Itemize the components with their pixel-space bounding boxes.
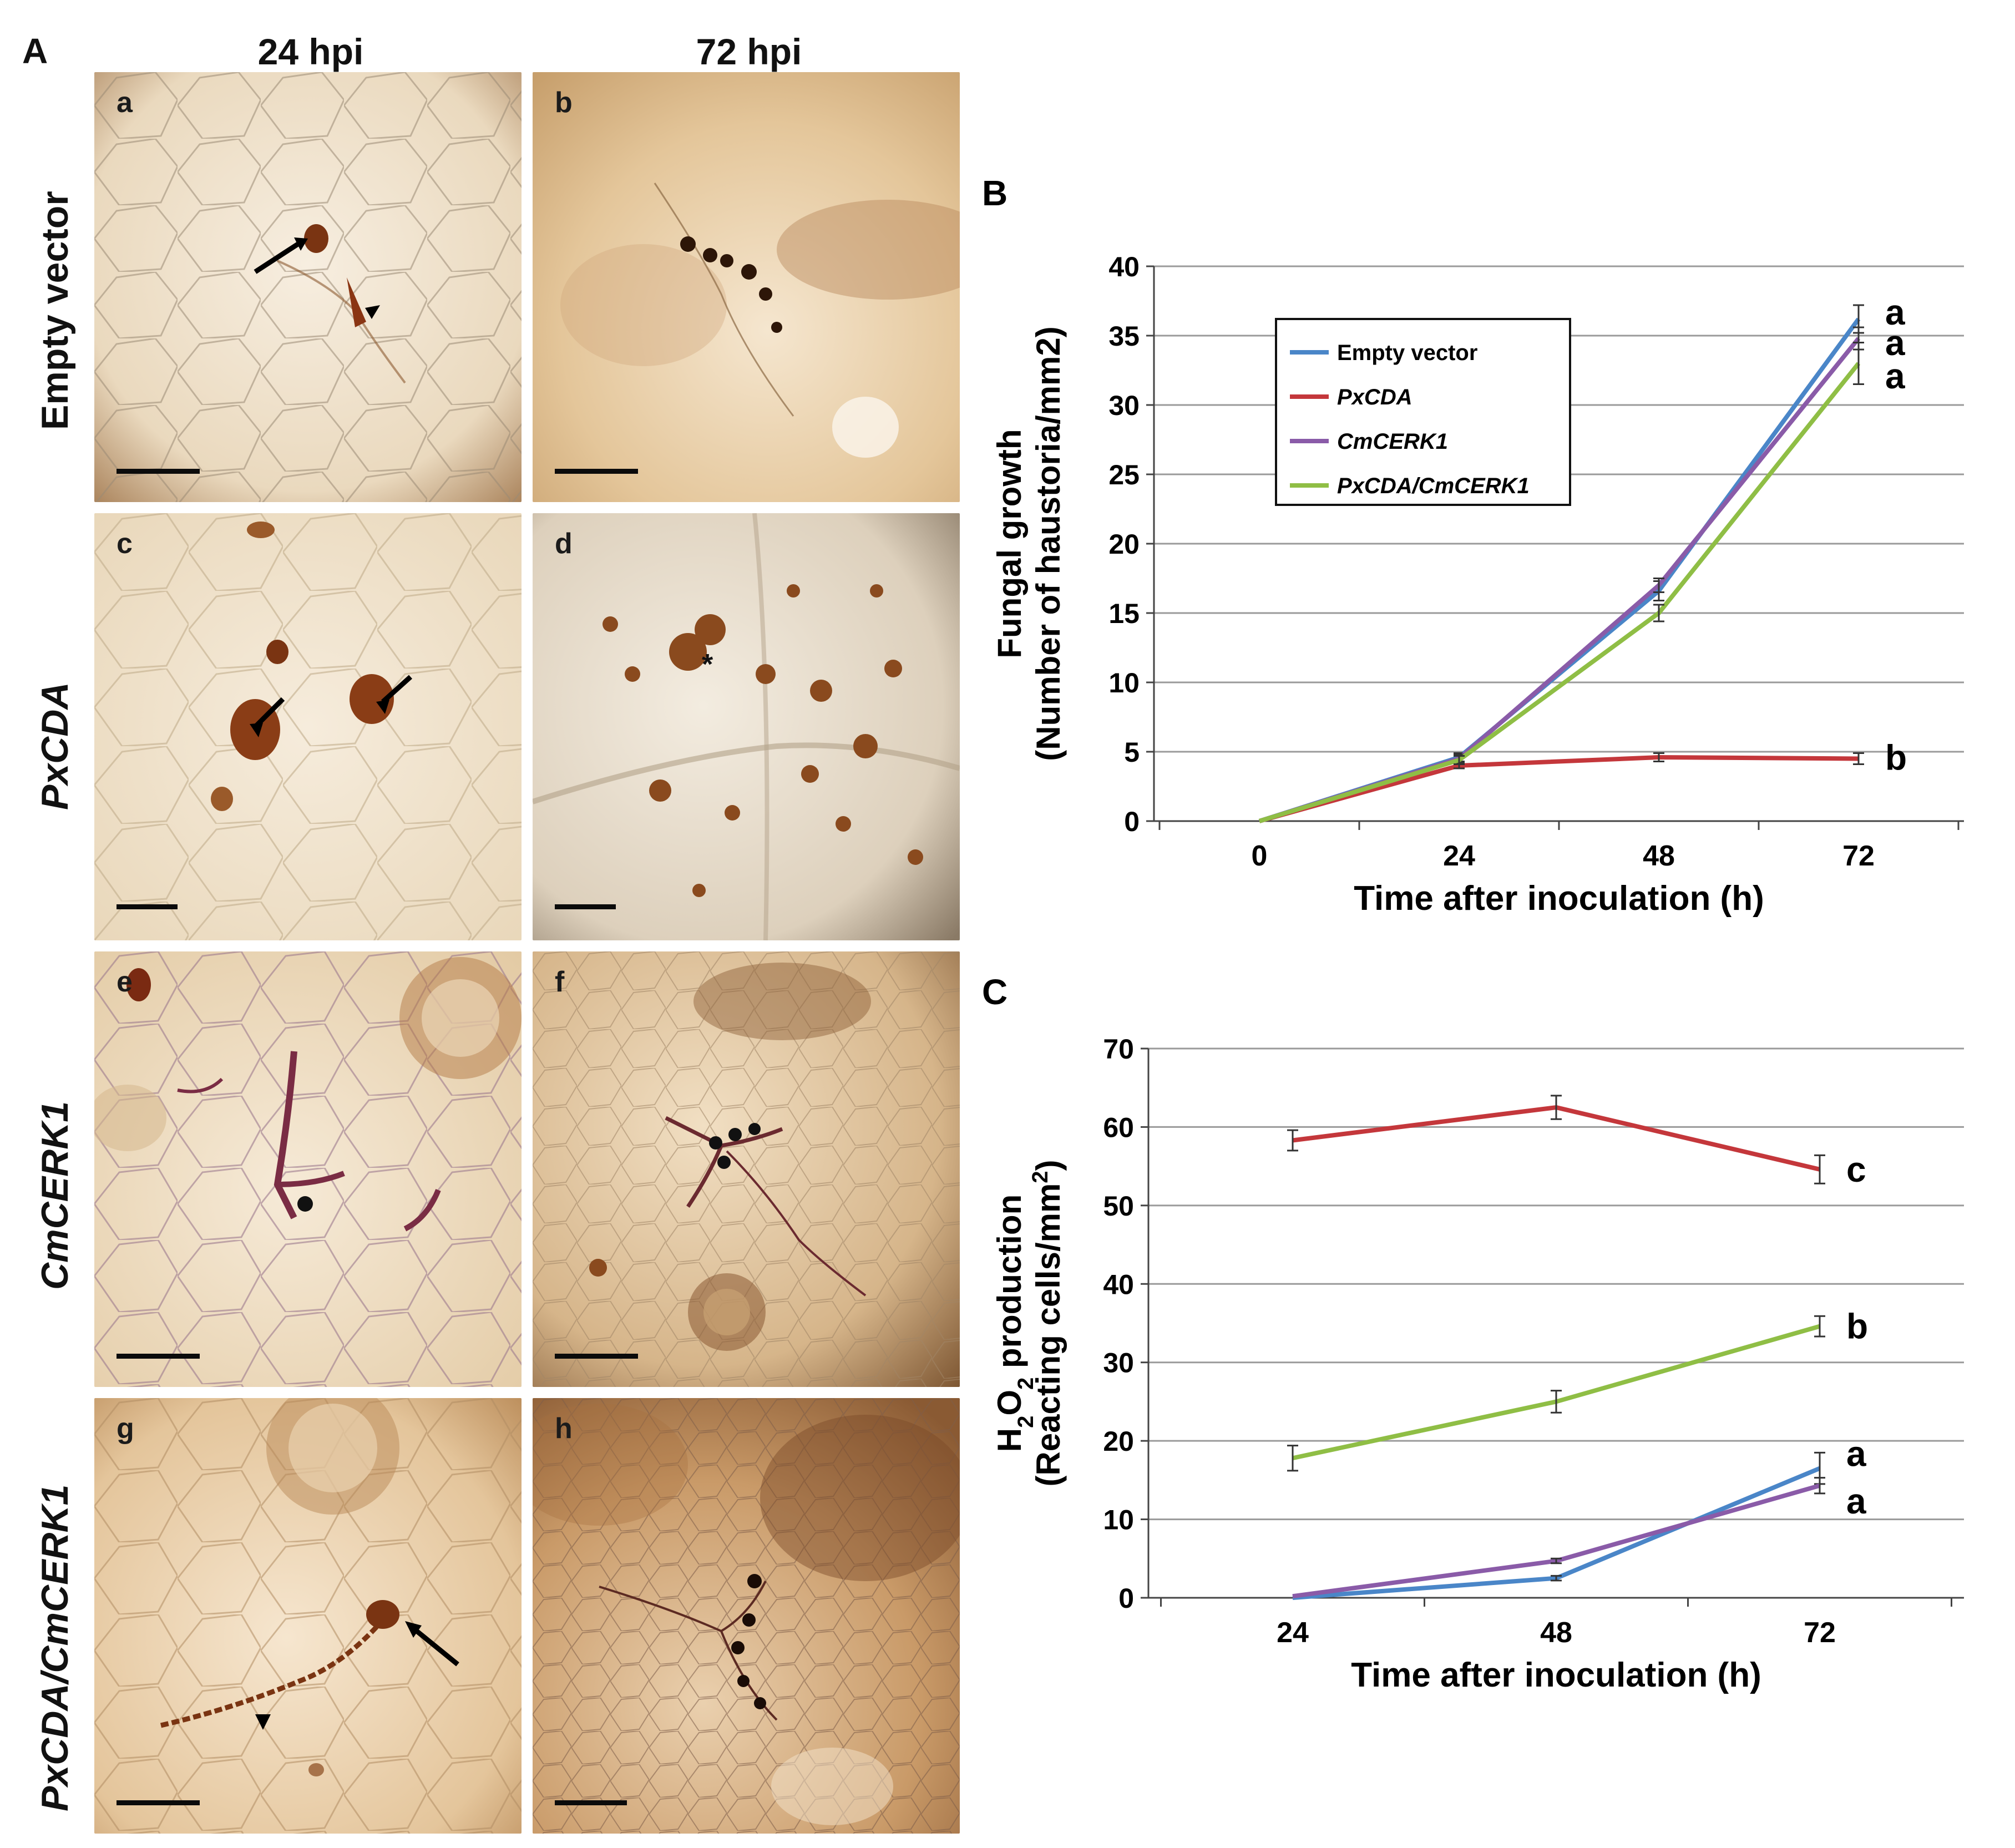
- y-tick-label: 30: [1103, 1348, 1134, 1379]
- micrograph-d-image: *: [533, 513, 960, 940]
- sub-label-h: h: [555, 1412, 573, 1445]
- micrograph-h-image: [533, 1398, 960, 1834]
- legend-entry: PxCDA: [1337, 385, 1412, 409]
- x-axis-title: Time after inoculation (h): [1354, 879, 1764, 918]
- scale-bar-a: [117, 469, 200, 474]
- series-line-pxcda: [1258, 755, 1859, 823]
- micrograph-a: a: [94, 72, 522, 502]
- y-axis-title-line1: Fungal growth: [991, 429, 1028, 658]
- micrograph-f: f: [533, 951, 960, 1387]
- y-tick-label: 25: [1108, 459, 1140, 490]
- y-tick-label: 0: [1118, 1583, 1134, 1614]
- micrograph-f-image: [533, 951, 960, 1387]
- y-tick-label: 60: [1103, 1112, 1134, 1143]
- sub-label-f: f: [555, 966, 565, 998]
- y-tick-label: 10: [1103, 1505, 1134, 1536]
- y-tick-label: 35: [1108, 321, 1140, 352]
- row-label-cmcerk1: CmCERK1: [34, 1101, 76, 1290]
- row-label-empty-vector: Empty vector: [34, 191, 76, 430]
- sub-label-d: d: [555, 528, 573, 560]
- column-header-72hpi: 72 hpi: [696, 31, 802, 72]
- scale-bar-g: [117, 1800, 200, 1805]
- x-tick-label: 72: [1804, 1617, 1836, 1649]
- significance-letter: a: [1846, 1481, 1866, 1521]
- y-axis-title-line2: (Reacting cells/mm2): [1028, 1160, 1067, 1486]
- scale-bar-h: [555, 1800, 627, 1805]
- micrograph-d: * d: [533, 513, 960, 940]
- column-header-24hpi: 24 hpi: [257, 31, 364, 72]
- significance-letter: a: [1885, 292, 1905, 332]
- x-tick-label: 0: [1252, 840, 1268, 872]
- micrograph-g: g: [94, 1398, 522, 1834]
- asterisk-marker: *: [702, 649, 713, 681]
- scale-bar-d: [555, 904, 616, 909]
- micrograph-c: c: [94, 513, 522, 940]
- scale-bar-c: [117, 904, 178, 909]
- row-label-pxcda: PxCDA: [34, 682, 76, 811]
- legend-box: [1275, 318, 1571, 506]
- y-tick-label: 15: [1108, 598, 1140, 629]
- significance-letter: b: [1885, 738, 1907, 778]
- sub-label-a: a: [117, 87, 133, 119]
- sub-label-g: g: [117, 1412, 134, 1445]
- significance-letter: b: [1846, 1307, 1868, 1346]
- y-tick-label: 40: [1103, 1269, 1134, 1300]
- legend-entry: Empty vector: [1337, 341, 1477, 365]
- y-tick-label: 50: [1103, 1191, 1134, 1222]
- sub-label-e: e: [117, 966, 133, 998]
- micrograph-b: b: [533, 72, 960, 502]
- significance-letter: c: [1846, 1150, 1866, 1189]
- y-tick-label: 70: [1103, 1034, 1134, 1065]
- scale-bar-e: [117, 1354, 200, 1359]
- y-axis-title-line2: (Number of haustoria/mm2): [1030, 326, 1067, 761]
- sub-label-b: b: [555, 87, 573, 119]
- micrograph-b-image: [533, 72, 960, 502]
- x-tick-label: 72: [1842, 840, 1875, 872]
- y-tick-label: 0: [1124, 806, 1140, 837]
- scale-bar-b: [555, 469, 638, 474]
- y-tick-label: 40: [1108, 251, 1140, 282]
- row-label-pxcda-cmcerk1: PxCDA/CmCERK1: [34, 1484, 76, 1811]
- micrograph-h: h: [533, 1398, 960, 1834]
- scale-bar-f: [555, 1354, 638, 1359]
- y-tick-label: 5: [1124, 737, 1140, 768]
- chart-b-fungal-growth: B 0 5 10 15 20 25 30 35 40 0 24 48 72 Time after inocu…: [982, 173, 1964, 918]
- significance-letter: a: [1885, 356, 1905, 396]
- panel-a-label: A: [22, 31, 48, 71]
- significance-letter: a: [1846, 1434, 1866, 1474]
- x-tick-label: 48: [1540, 1617, 1572, 1649]
- chart-c-h2o2-production: C 0 10 20 30 40 50 60 70 24 48 72 Time after inocula…: [982, 972, 1964, 1694]
- micrograph-g-image: [94, 1398, 522, 1834]
- panel-label-c: C: [982, 972, 1008, 1012]
- y-tick-label: 20: [1108, 529, 1140, 560]
- x-tick-label: 48: [1643, 840, 1675, 872]
- x-axis-title: Time after inoculation (h): [1351, 1656, 1761, 1694]
- micrograph-e-image: [94, 951, 522, 1387]
- y-axis-title-line1: H2O2 production: [991, 1194, 1038, 1452]
- micrograph-a-image: [94, 72, 522, 502]
- panel-label-b: B: [982, 173, 1008, 213]
- sub-label-c: c: [117, 528, 133, 560]
- legend-entry: CmCERK1: [1337, 429, 1448, 454]
- x-tick-label: 24: [1443, 840, 1475, 872]
- y-tick-label: 30: [1108, 390, 1140, 421]
- significance-letter: a: [1885, 323, 1905, 363]
- x-tick-label: 24: [1277, 1617, 1309, 1649]
- series-line-pxcda-cmcerk1: [1258, 362, 1861, 823]
- legend-entry: PxCDA/CmCERK1: [1337, 474, 1530, 498]
- y-tick-label: 20: [1103, 1426, 1134, 1457]
- micrograph-e: e: [94, 951, 522, 1387]
- y-tick-label: 10: [1108, 667, 1140, 698]
- micrograph-c-image: [94, 513, 522, 940]
